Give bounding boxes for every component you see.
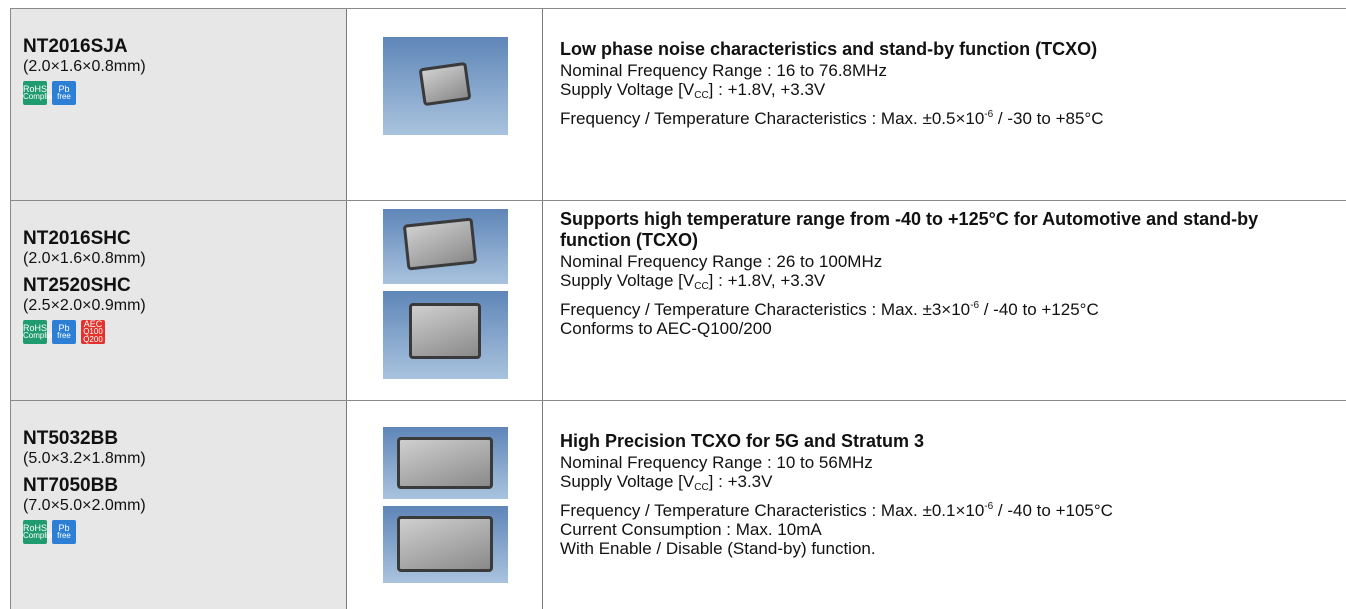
table-row: NT2016SJA (2.0×1.6×0.8mm) RoHS Compliant Pb f… [10,8,1346,201]
chip [418,61,472,107]
badge: AEC Q100 Q200 [81,320,105,344]
product-cell: NT2016SHC (2.0×1.6×0.8mm) NT2520SHC (2.5×2.… [10,201,347,401]
spec-line: Supply Voltage [VCC] : +1.8V, +3.3V [560,80,1346,105]
product-name: NT5032BB [23,428,119,449]
spec-text: Nominal Frequency Range : 16 to 76.8MHz [560,61,887,80]
badge-group: RoHS Compliant Pb free [23,520,346,544]
product-cell: NT5032BB (5.0×3.2×1.8mm) NT7050BB (7.0×5.0×… [10,401,347,609]
spec-text: -6 [984,501,994,512]
badge-text: Pb [58,84,70,94]
badge-text: Compliant [23,331,60,340]
product-size: (2.0×1.6×0.8mm) [23,250,146,267]
product-name: NT7050BB [23,475,119,496]
spec-text: / -40 to +125°C [979,300,1099,319]
badge-text: free [57,531,71,540]
table-row: NT2016SHC (2.0×1.6×0.8mm) NT2520SHC (2.5×2.… [10,200,1346,401]
product-cell: NT2016SJA (2.0×1.6×0.8mm) RoHS Compliant Pb f… [10,9,347,201]
description-heading: Low phase noise characteristics and stan… [560,39,1098,59]
spec-line: Nominal Frequency Range : 16 to 76.8MHz [560,61,1346,80]
badge: RoHS Compliant [23,520,60,544]
image-cell [347,201,543,401]
description-heading: High Precision TCXO for 5G and Stratum 3 [560,431,925,451]
badge: RoHS Compliant [23,81,60,105]
spec-line: Nominal Frequency Range : 26 to 100MHz [560,252,1346,271]
spec-text: Frequency / Temperature Characteristics … [560,300,971,319]
chip [402,217,478,271]
spec-text: With Enable / Disable (Stand-by) functio… [560,539,876,558]
product-size: (7.0×5.0×2.0mm) [23,497,146,514]
spec-text: / -30 to +85°C [993,109,1104,128]
description-heading: Supports high temperature range from -40… [560,209,1259,250]
badge-text: RoHS [23,323,48,333]
description-cell: High Precision TCXO for 5G and Stratum 3… [543,401,1346,609]
spec-line: With Enable / Disable (Stand-by) functio… [560,539,1346,558]
spec-text: -6 [984,109,994,120]
spec-text: Frequency / Temperature Characteristics … [560,501,985,520]
badge-group: RoHS Compliant Pb free AEC Q100 Q200 [23,320,346,344]
spec-line: Frequency / Temperature Characteristics … [560,497,1346,520]
description-cell: Low phase noise characteristics and stan… [543,9,1346,201]
product-name: NT2016SJA [23,36,128,57]
product-photo [383,291,508,379]
product-photo [383,427,508,499]
badge-text: Pb [58,323,70,333]
spec-line: Supply Voltage [VCC] : +3.3V [560,472,1346,497]
badge: Pb free [52,81,76,105]
image-cell [347,9,543,201]
spec-text: CC [694,281,709,292]
badge-text: free [57,331,71,340]
spec-text: ] : +3.3V [708,472,773,491]
spec-text: CC [694,90,709,101]
badge-text: AEC [83,319,103,329]
spec-text: Nominal Frequency Range : 10 to 56MHz [560,453,873,472]
spec-text: Supply Voltage [V [560,472,695,491]
product-photo [383,37,508,135]
spec-text: Nominal Frequency Range : 26 to 100MHz [560,252,883,271]
product-size: (2.5×2.0×0.9mm) [23,297,146,314]
spec-text: Frequency / Temperature Characteristics … [560,109,985,128]
spec-line: Frequency / Temperature Characteristics … [560,105,1346,128]
table-row: NT5032BB (5.0×3.2×1.8mm) NT7050BB (7.0×5.0×… [10,400,1346,609]
badge-text: Q200 [83,335,103,344]
spec-text: Supply Voltage [V [560,271,695,290]
spec-line: Current Consumption : Max. 10mA [560,520,1346,539]
badge: Pb free [52,520,76,544]
badge-text: Compliant [23,92,60,101]
badge-text: Compliant [23,531,60,540]
spec-text: / -40 to +105°C [993,501,1113,520]
product-name: NT2520SHC [23,275,131,296]
spec-text: Supply Voltage [V [560,80,695,99]
chip [397,437,493,489]
spec-text: CC [694,482,709,493]
product-size: (5.0×3.2×1.8mm) [23,450,146,467]
image-cell [347,401,543,609]
spec-line: Nominal Frequency Range : 10 to 56MHz [560,453,1346,472]
spec-text: -6 [970,300,980,311]
description-cell: Supports high temperature range from -40… [543,201,1346,401]
badge: Pb free [52,320,76,344]
spec-text: ] : +1.8V, +3.3V [708,80,826,99]
badge-text: free [57,92,71,101]
product-photo [383,506,508,583]
spec-line: Frequency / Temperature Characteristics … [560,296,1346,319]
product-name: NT2016SHC [23,228,131,249]
badge-text: Q100 [83,327,103,336]
badge-text: Pb [58,523,70,533]
chip [409,303,481,359]
badge-text: RoHS [23,523,48,533]
badge-group: RoHS Compliant Pb free [23,81,346,105]
spec-line: Supply Voltage [VCC] : +1.8V, +3.3V [560,271,1346,296]
chip [397,516,493,572]
spec-text: Conforms to AEC-Q100/200 [560,319,772,338]
badge-text: RoHS [23,84,48,94]
spec-text: ] : +1.8V, +3.3V [708,271,826,290]
product-photo [383,209,508,284]
spec-line: Conforms to AEC-Q100/200 [560,319,1346,338]
badge: RoHS Compliant [23,320,60,344]
product-size: (2.0×1.6×0.8mm) [23,58,146,75]
spec-text: Current Consumption : Max. 10mA [560,520,822,539]
